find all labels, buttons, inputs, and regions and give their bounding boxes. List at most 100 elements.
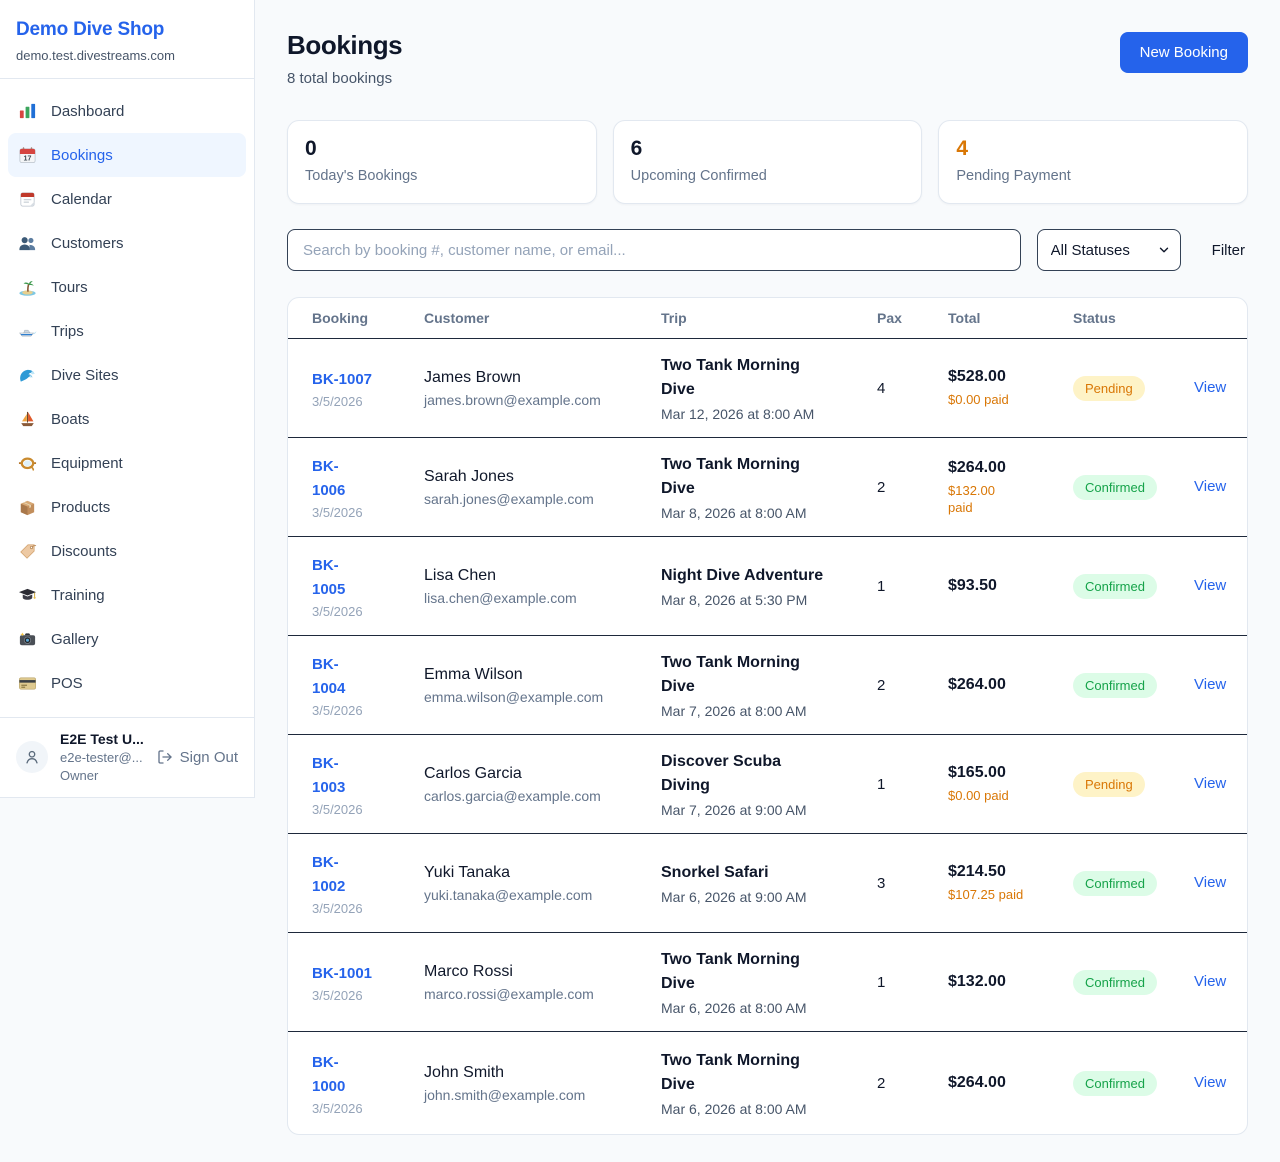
trip-time: Mar 6, 2026 at 9:00 AM bbox=[661, 889, 807, 905]
view-link[interactable]: View bbox=[1194, 478, 1227, 495]
pax-cell: 4 bbox=[877, 379, 886, 397]
pax-cell: 1 bbox=[877, 973, 886, 991]
view-link[interactable]: View bbox=[1194, 775, 1227, 792]
paid-amount: $107.25 paid bbox=[948, 887, 1024, 902]
total-cell: $165.00 $0.00 paid bbox=[948, 764, 1073, 804]
stat-card: 4 Pending Payment bbox=[938, 120, 1248, 204]
trip-cell: Two Tank Morning Dive Mar 8, 2026 at 8:0… bbox=[661, 453, 877, 521]
status-filter-select[interactable]: All Statuses bbox=[1036, 229, 1181, 271]
column-header-pax: Pax bbox=[877, 310, 902, 326]
booking-date: 3/5/2026 bbox=[312, 702, 363, 718]
table-row: BK- 1006 3/5/2026 Sarah Jones sarah.jone… bbox=[288, 438, 1247, 537]
user-info: E2E Test U... e2e-tester@... Owner bbox=[60, 731, 144, 783]
sidebar-header: Demo Dive Shop demo.test.divestreams.com bbox=[0, 0, 254, 79]
customer-cell: Emma Wilson emma.wilson@example.com bbox=[424, 666, 661, 705]
new-booking-button[interactable]: New Booking bbox=[1119, 32, 1248, 73]
sidebar-item-discounts[interactable]: Discounts bbox=[8, 529, 246, 573]
customer-cell: Sarah Jones sarah.jones@example.com bbox=[424, 468, 661, 507]
status-badge: Confirmed bbox=[1073, 870, 1157, 896]
sidebar-item-products[interactable]: Products bbox=[8, 485, 246, 529]
sidebar-item-trips[interactable]: Trips bbox=[8, 309, 246, 353]
booking-date: 3/5/2026 bbox=[312, 393, 363, 409]
sidebar-item-customers[interactable]: Customers bbox=[8, 221, 246, 265]
view-link[interactable]: View bbox=[1194, 676, 1227, 693]
customer-name: Carlos Garcia bbox=[424, 764, 522, 782]
view-link[interactable]: View bbox=[1194, 379, 1227, 396]
status-cell: Pending bbox=[1073, 375, 1194, 401]
booking-id-link[interactable]: BK- 1005 bbox=[312, 556, 346, 598]
person-icon bbox=[26, 750, 38, 764]
paid-amount: $132.00 paid bbox=[948, 482, 995, 515]
action-cell: View bbox=[1194, 973, 1227, 991]
booking-date: 3/5/2026 bbox=[312, 987, 363, 1003]
stat-value: 6 bbox=[630, 137, 643, 160]
pax-cell: 1 bbox=[877, 577, 886, 595]
view-link[interactable]: View bbox=[1194, 1074, 1227, 1091]
sidebar-item-tours[interactable]: Tours bbox=[8, 265, 246, 309]
customer-cell: Carlos Garcia carlos.garcia@example.com bbox=[424, 765, 661, 804]
sidebar-item-equipment[interactable]: Equipment bbox=[8, 441, 246, 485]
trip-time: Mar 6, 2026 at 8:00 AM bbox=[661, 1000, 807, 1016]
column-header-customer: Customer bbox=[424, 310, 490, 326]
pax-cell: 2 bbox=[877, 478, 886, 496]
customer-cell: Marco Rossi marco.rossi@example.com bbox=[424, 963, 661, 1002]
trip-cell: Two Tank Morning Dive Mar 12, 2026 at 8:… bbox=[661, 354, 877, 422]
pax-cell: 1 bbox=[877, 775, 886, 793]
column-header-booking: Booking bbox=[312, 310, 368, 326]
table-row: BK- 1002 3/5/2026 Yuki Tanaka yuki.tanak… bbox=[288, 834, 1247, 933]
search-input[interactable] bbox=[287, 229, 1021, 271]
column-header-status: Status bbox=[1073, 310, 1116, 326]
customer-email: carlos.garcia@example.com bbox=[424, 787, 601, 804]
user-role: Owner bbox=[60, 768, 99, 783]
credit-card-icon bbox=[18, 674, 37, 693]
pax-cell: 3 bbox=[877, 874, 886, 892]
sidebar-item-calendar[interactable]: Calendar bbox=[8, 177, 246, 221]
pax-cell: 2 bbox=[877, 1074, 886, 1092]
booking-id-link[interactable]: BK- 1000 bbox=[312, 1053, 346, 1095]
sailboat-icon bbox=[18, 410, 37, 429]
status-cell: Confirmed bbox=[1073, 573, 1194, 599]
trip-cell: Two Tank Morning Dive Mar 6, 2026 at 8:0… bbox=[661, 948, 877, 1016]
filter-button[interactable]: Filter bbox=[1211, 241, 1245, 259]
sidebar-item-training[interactable]: Training bbox=[8, 573, 246, 617]
sidebar-item-pos[interactable]: POS bbox=[8, 661, 246, 705]
booking-cell: BK- 1000 3/5/2026 bbox=[312, 1051, 424, 1116]
sidebar-item-dashboard[interactable]: Dashboard bbox=[8, 89, 246, 133]
stat-label: Upcoming Confirmed bbox=[630, 168, 767, 184]
status-cell: Confirmed bbox=[1073, 969, 1194, 995]
booking-id-link[interactable]: BK- 1006 bbox=[312, 457, 346, 499]
status-badge: Pending bbox=[1073, 375, 1145, 401]
view-link[interactable]: View bbox=[1194, 874, 1227, 891]
booking-id-link[interactable]: BK-1007 bbox=[312, 370, 373, 388]
speedboat-icon bbox=[18, 322, 37, 341]
status-select-wrap: All Statuses bbox=[1036, 229, 1181, 271]
sign-out-button[interactable]: Sign Out bbox=[157, 749, 238, 766]
sidebar-item-dive-sites[interactable]: Dive Sites bbox=[8, 353, 246, 397]
sign-out-label: Sign Out bbox=[179, 748, 238, 766]
booking-id-link[interactable]: BK- 1003 bbox=[312, 754, 346, 796]
total-amount: $165.00 bbox=[948, 764, 1006, 781]
package-icon bbox=[18, 498, 37, 517]
trip-cell: Night Dive Adventure Mar 8, 2026 at 5:30… bbox=[661, 564, 877, 608]
booking-id-link[interactable]: BK-1001 bbox=[312, 964, 373, 982]
booking-id-link[interactable]: BK- 1002 bbox=[312, 853, 346, 895]
action-cell: View bbox=[1194, 379, 1227, 397]
stat-card: 6 Upcoming Confirmed bbox=[612, 120, 923, 204]
booking-id-link[interactable]: BK- 1004 bbox=[312, 655, 346, 697]
sidebar-item-bookings[interactable]: 17 Bookings bbox=[8, 133, 246, 177]
view-link[interactable]: View bbox=[1194, 577, 1227, 594]
customer-email: sarah.jones@example.com bbox=[424, 490, 594, 507]
view-link[interactable]: View bbox=[1194, 973, 1227, 990]
customer-name: James Brown bbox=[424, 368, 521, 386]
status-badge: Pending bbox=[1073, 771, 1145, 797]
table-row: BK- 1004 3/5/2026 Emma Wilson emma.wilso… bbox=[288, 636, 1247, 735]
sidebar-item-gallery[interactable]: Gallery bbox=[8, 617, 246, 661]
avatar bbox=[16, 741, 48, 773]
total-cell: $214.50 $107.25 paid bbox=[948, 863, 1073, 903]
sidebar-item-boats[interactable]: Boats bbox=[8, 397, 246, 441]
status-cell: Pending bbox=[1073, 771, 1194, 797]
total-amount: $132.00 bbox=[948, 973, 1006, 990]
stats-row: 0 Today's Bookings 6 Upcoming Confirmed … bbox=[287, 120, 1248, 204]
trip-time: Mar 6, 2026 at 8:00 AM bbox=[661, 1101, 807, 1117]
table-row: BK- 1005 3/5/2026 Lisa Chen lisa.chen@ex… bbox=[288, 537, 1247, 636]
